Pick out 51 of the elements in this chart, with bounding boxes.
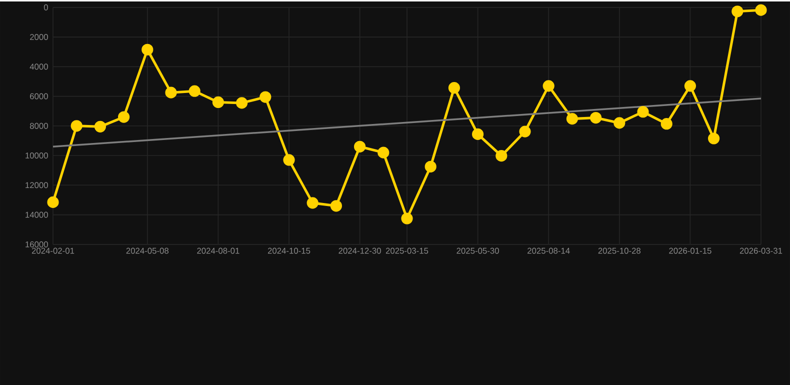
x-tick-label: 2024-02-01 (32, 248, 74, 254)
y-tick-label: 6000 (30, 93, 48, 100)
point (637, 106, 649, 118)
point (542, 80, 554, 92)
point (94, 120, 106, 132)
point (47, 196, 59, 208)
point (188, 85, 200, 97)
y-tick-label: 16000 (26, 241, 48, 248)
point (614, 116, 626, 129)
point (260, 91, 272, 103)
y-tick-label: 12000 (26, 182, 48, 188)
y-tick-label: 2000 (30, 34, 48, 40)
x-tick-label: 2024-08-01 (197, 248, 240, 254)
point (660, 118, 672, 130)
point (165, 86, 177, 98)
point (142, 44, 154, 56)
point (496, 150, 508, 162)
point (708, 132, 720, 144)
point (378, 146, 390, 158)
x-tick-label: 2025-05-30 (456, 248, 499, 254)
y-tick-label: 10000 (26, 152, 48, 158)
point (306, 196, 318, 209)
point (354, 140, 366, 152)
x-tick-label: 2024-12-30 (338, 248, 381, 254)
point (566, 112, 578, 124)
y-tick-label: 8000 (30, 122, 48, 129)
x-tick-label: 2024-05-08 (126, 248, 169, 254)
point (590, 112, 602, 124)
point (424, 160, 436, 172)
y-tick-label: 0 (44, 4, 48, 10)
point (283, 154, 295, 166)
point (118, 111, 130, 123)
point (472, 128, 484, 140)
point (519, 126, 531, 138)
x-tick-label: 2026-01-15 (669, 248, 712, 254)
point (755, 4, 767, 16)
y-tick-label: 4000 (30, 63, 48, 70)
y-tick-label: 14000 (26, 212, 48, 218)
point (236, 96, 248, 109)
point (401, 212, 413, 224)
point (732, 5, 744, 18)
point (448, 82, 460, 94)
x-tick-label: 2025-08-14 (528, 248, 570, 254)
point (212, 96, 224, 108)
x-tick-label: 2024-10-15 (268, 248, 310, 254)
point (330, 200, 342, 212)
x-tick-label: 2025-03-15 (386, 248, 428, 254)
point (70, 120, 82, 132)
point (684, 80, 696, 92)
x-tick-label: 2025-10-28 (598, 248, 641, 254)
x-tick-label: 2026-03-31 (740, 248, 782, 254)
